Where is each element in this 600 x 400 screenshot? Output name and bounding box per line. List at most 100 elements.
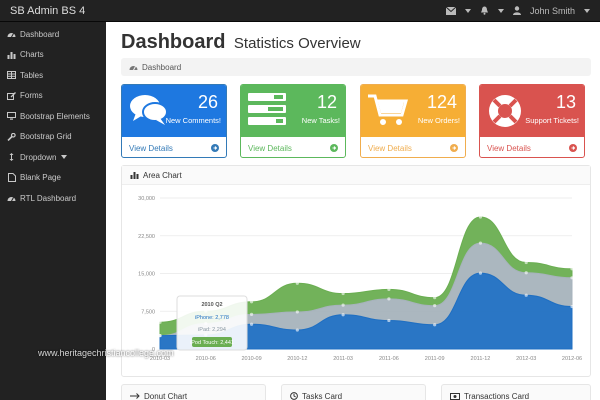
data-point [249,300,254,304]
transactions-card: Transactions Card [441,384,591,400]
y-tick-label: 22,500 [138,234,155,240]
watermark: www.heritagechristiancollege.com [38,348,174,358]
comments-icon [129,93,169,132]
data-point [341,303,345,307]
y-tick-label: 0 [152,347,155,353]
sidebar-item-label: Forms [20,91,43,101]
sidebar-item-bootstrap-elements[interactable]: Bootstrap Elements [0,106,106,127]
sidebar-item-rtl-dashboard[interactable]: RTL Dashboard [0,188,106,209]
x-tick-label: 2011-06 [379,356,399,362]
data-point [158,333,162,338]
x-tick-label: 2010-06 [196,356,216,362]
page-title-main: Dashboard [121,31,226,53]
sidebar-item-label: Charts [20,50,44,60]
data-point [524,271,528,275]
data-point [295,281,299,285]
sidebar-item-charts[interactable]: Charts [0,45,106,66]
sidebar-item-label: RTL Dashboard [20,193,77,203]
sidebar-item-label: Bootstrap Elements [20,111,90,121]
clock-icon [290,392,298,400]
page-subtitle: Statistics Overview [233,35,361,52]
stat-card-tasks: 12 New Tasks! View Details [240,84,346,158]
data-point [524,293,528,297]
bar-chart-icon [7,50,16,59]
table-icon [7,71,16,80]
transactions-card-title: Transactions Card [464,391,530,400]
sidebar-item-bootstrap-grid[interactable]: Bootstrap Grid [0,127,106,148]
caret-down-icon[interactable] [464,8,471,13]
tasks-icon [248,93,286,130]
sidebar-item-dashboard[interactable]: Dashboard [0,24,106,45]
card-label: New Orders! [417,116,460,125]
desktop-icon [7,112,16,121]
caret-down-icon[interactable] [584,8,590,13]
sidebar-item-forms[interactable]: Forms [0,86,106,107]
view-details-link[interactable]: View Details [480,137,584,157]
donut-chart-card: Donut Chart [121,384,266,400]
tooltip-line-iphone: iPhone: 2,778 [195,315,229,321]
data-point [341,313,345,317]
support-icon [487,93,523,134]
view-details-label: View Details [368,143,412,153]
x-tick-label: 2011-09 [425,356,445,362]
bell-icon[interactable] [480,6,489,15]
card-label: Support Tickets! [525,116,579,125]
sidebar: Dashboard Charts Tables Forms Bootstrap … [0,22,106,400]
data-point [433,323,437,327]
tooltip-highlight [192,337,232,347]
envelope-icon[interactable] [445,6,456,15]
brand-link[interactable]: SB Admin BS 4 [10,4,86,17]
view-details-link[interactable]: View Details [241,137,345,157]
data-point [249,312,254,316]
data-point [478,215,483,219]
top-navbar: SB Admin BS 4 John Smith [0,0,600,22]
sidebar-item-tables[interactable]: Tables [0,65,106,86]
x-tick-label: 2010-12 [287,356,307,362]
data-point [387,297,391,301]
card-header: 124 New Orders! [361,85,465,137]
tasks-card: Tasks Card [281,384,426,400]
area-chart: 0 7,500 15,000 22,500 30,000 2010-03 2010-06 20… [138,196,582,362]
bar-chart-icon [130,171,139,179]
card-header: 26 New Comments! [122,85,226,137]
stat-card-orders: 124 New Orders! View Details [360,84,466,158]
sidebar-item-label: Blank Page [20,173,61,183]
sidebar-item-label: Dropdown [20,152,57,162]
card-header: 13 Support Tickets! [480,85,584,137]
x-tick-label: 2010-03 [150,356,170,362]
file-icon [7,173,16,183]
long-arrow-right-icon [130,393,140,399]
user-name[interactable]: John Smith [529,5,575,16]
area-chart-heading: Area Chart [122,166,590,185]
breadcrumb-item[interactable]: Dashboard [142,62,182,72]
card-count: 124 [426,92,457,112]
x-tick-label: 2011-12 [471,356,491,362]
tooltip-box [176,295,248,351]
y-tick-label: 15,000 [138,272,155,278]
view-details-link[interactable]: View Details [361,137,465,157]
x-tick-label: 2012-03 [516,356,536,362]
data-point [478,241,483,245]
main-content: Dashboard Statistics Overview Dashboard … [106,22,600,400]
data-point [249,322,254,326]
card-count: 26 [197,92,218,112]
view-details-label: View Details [487,143,531,153]
arrow-circle-right-icon [450,144,458,152]
view-details-label: View Details [129,143,173,153]
stat-card-support: 13 Support Tickets! View Details [479,84,585,158]
data-point [295,310,299,314]
caret-down-icon[interactable] [497,8,504,13]
user-icon[interactable] [512,6,521,15]
caret-down-icon [59,153,68,162]
data-point [570,276,574,280]
sidebar-item-label: Dashboard [20,29,60,39]
sidebar-item-blank-page[interactable]: Blank Page [0,168,106,189]
data-point [433,296,437,300]
stat-card-comments: 26 New Comments! View Details [121,84,227,158]
sidebar-item-label: Bootstrap Grid [20,132,72,142]
view-details-link[interactable]: View Details [122,137,226,157]
arrow-circle-right-icon [569,144,577,152]
sidebar-item-dropdown[interactable]: Dropdown [0,147,106,168]
tooltip-line-ipod: iPod Touch: 2,441 [190,340,234,346]
tasks-card-title: Tasks Card [302,391,343,400]
